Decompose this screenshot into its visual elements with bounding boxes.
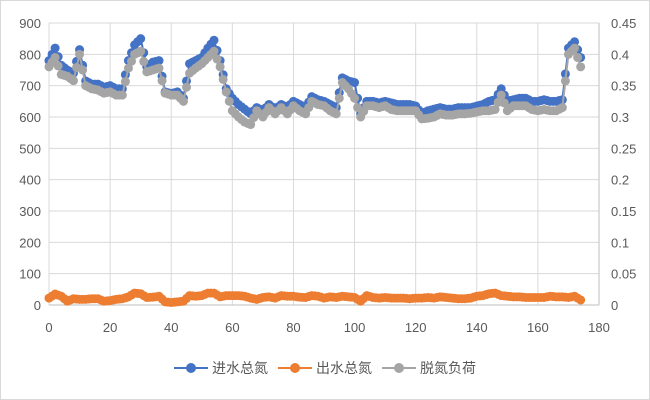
data-point-marker	[212, 54, 222, 64]
data-point-marker	[570, 37, 580, 47]
data-point-marker	[490, 104, 500, 114]
y-axis-tick-label: 300	[19, 204, 41, 219]
x-axis-tick-label: 140	[466, 320, 488, 335]
data-point-marker	[350, 78, 360, 88]
y-axis-tick-label: 0	[34, 298, 41, 313]
data-point-marker	[50, 43, 60, 53]
x-axis-tick-label: 120	[405, 320, 427, 335]
y-axis-tick-label: 900	[19, 16, 41, 31]
data-point-marker	[499, 98, 509, 108]
y2-axis-tick-label: 0.3	[611, 110, 629, 125]
data-point-marker	[224, 96, 234, 106]
data-point-marker	[154, 63, 164, 73]
data-point-marker	[560, 76, 570, 86]
data-point-marker	[350, 93, 360, 103]
y2-axis-tick-label: 0.1	[611, 235, 629, 250]
data-point-marker	[576, 62, 586, 72]
legend-swatch-icon	[382, 363, 416, 373]
data-point-marker	[136, 46, 146, 56]
data-point-marker	[53, 61, 63, 71]
data-point-marker	[215, 62, 225, 72]
x-axis-tick-label: 180	[588, 320, 610, 335]
data-point-marker	[139, 57, 149, 67]
legend-item-outflow-tn: 出水总氮	[278, 358, 372, 378]
data-point-marker	[209, 35, 219, 45]
x-axis-tick-label: 60	[225, 320, 239, 335]
data-point-marker	[182, 82, 191, 92]
legend-label: 脱氮负荷	[420, 361, 476, 377]
data-point-marker	[557, 103, 567, 113]
y2-axis-tick-label: 0	[611, 298, 618, 313]
data-point-marker	[123, 63, 133, 73]
data-point-marker	[331, 109, 341, 119]
y-axis-tick-label: 100	[19, 267, 41, 282]
data-point-marker	[157, 76, 167, 86]
data-point-marker	[136, 34, 146, 44]
x-axis-tick-label: 100	[344, 320, 366, 335]
data-point-marker	[75, 49, 85, 59]
legend-label: 进水总氮	[212, 361, 268, 377]
y-axis-tick-label: 600	[19, 110, 41, 125]
chart-legend: 进水总氮 出水总氮 脱氮负荷	[0, 356, 650, 380]
x-axis-tick-label: 40	[164, 320, 178, 335]
data-point-marker	[127, 56, 136, 66]
y2-axis-tick-label: 0.2	[611, 173, 629, 188]
data-point-marker	[218, 74, 228, 84]
y2-axis-tick-label: 0.4	[611, 47, 629, 62]
legend-label: 出水总氮	[316, 361, 372, 377]
y2-axis-tick-label: 0.05	[611, 267, 636, 282]
legend-swatch-icon	[278, 363, 312, 373]
legend-swatch-icon	[174, 363, 208, 373]
x-axis-tick-label: 160	[527, 320, 549, 335]
data-point-marker	[117, 90, 127, 100]
data-point-marker	[576, 295, 586, 305]
x-axis-tick-label: 80	[286, 320, 300, 335]
x-axis-tick-label: 20	[103, 320, 117, 335]
y-axis-tick-label: 500	[19, 141, 41, 156]
y-axis-tick-label: 200	[19, 235, 41, 250]
data-point-marker	[50, 52, 60, 62]
data-point-marker	[246, 120, 256, 130]
legend-item-denitrification-load: 脱氮负荷	[382, 358, 476, 378]
data-point-marker	[334, 93, 344, 103]
data-point-marker	[496, 90, 506, 100]
data-point-marker	[120, 77, 130, 87]
y-axis-tick-label: 400	[19, 173, 41, 188]
y2-axis-tick-label: 0.25	[611, 141, 636, 156]
data-point-marker	[178, 96, 188, 106]
y2-axis-tick-label: 0.15	[611, 204, 636, 219]
data-point-marker	[209, 46, 219, 56]
data-point-marker	[78, 65, 88, 75]
data-point-marker	[154, 56, 164, 66]
data-point-marker	[573, 52, 583, 62]
data-point-marker	[221, 87, 231, 97]
y-axis-tick-label: 700	[19, 79, 41, 94]
y2-axis-tick-label: 0.45	[611, 16, 636, 31]
y-axis-tick-label: 800	[19, 47, 41, 62]
x-axis-tick-label: 0	[45, 320, 52, 335]
legend-item-inflow-tn: 进水总氮	[174, 358, 268, 378]
data-point-marker	[570, 43, 580, 53]
y2-axis-tick-label: 0.35	[611, 79, 636, 94]
data-point-marker	[68, 76, 78, 86]
